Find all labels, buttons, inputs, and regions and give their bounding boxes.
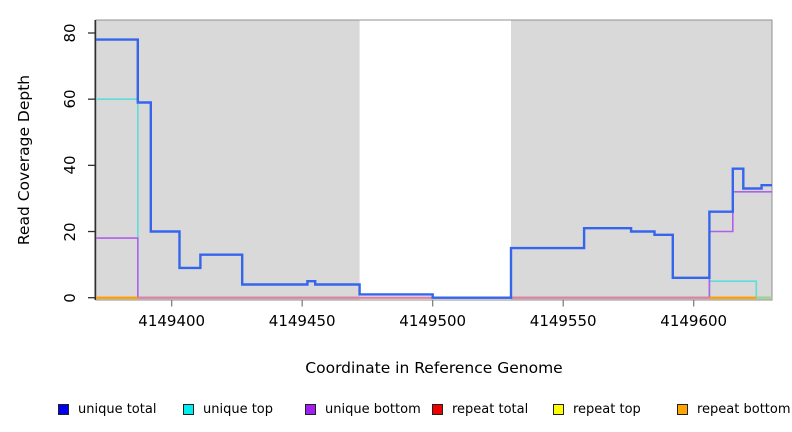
y-tick-label: 40 <box>61 155 79 175</box>
legend-swatch-icon <box>553 403 564 415</box>
y-tick-label: 20 <box>61 221 79 242</box>
legend: unique total unique top unique bottom repea… <box>0 400 792 422</box>
series-unique-total <box>96 38 772 299</box>
legend-swatch-icon <box>305 403 316 415</box>
legend-swatch-icon <box>183 403 194 415</box>
y-tick-label: 0 <box>61 292 79 303</box>
legend-label: unique top <box>203 401 274 417</box>
y-axis-title: Read Coverage Depth <box>15 74 33 246</box>
y-tick-label: 80 <box>61 23 79 43</box>
legend-item: repeat top <box>553 400 641 418</box>
legend-label: repeat top <box>573 401 641 417</box>
x-axis-title: Coordinate in Reference Genome <box>305 359 563 377</box>
x-tick-label: 4149550 <box>529 312 597 330</box>
legend-label: unique total <box>78 401 157 417</box>
highlight-region <box>359 20 511 300</box>
legend-label: repeat total <box>452 401 529 417</box>
x-tick-label: 4149500 <box>399 312 467 330</box>
x-tick-label: 4149600 <box>660 312 728 330</box>
x-tick-label: 4149450 <box>268 312 336 330</box>
legend-item: repeat total <box>432 400 528 418</box>
legend-item: unique top <box>183 400 273 418</box>
legend-item: unique total <box>58 400 156 418</box>
legend-swatch-icon <box>58 403 69 415</box>
legend-label: unique bottom <box>325 401 421 417</box>
legend-swatch-icon <box>677 403 688 415</box>
legend-swatch-icon <box>432 403 443 415</box>
legend-item: repeat bottom <box>677 400 791 418</box>
y-tick-label: 60 <box>61 89 79 109</box>
legend-item: unique bottom <box>305 400 421 418</box>
legend-label: repeat bottom <box>697 401 791 417</box>
x-tick-label: 4149400 <box>138 312 206 330</box>
